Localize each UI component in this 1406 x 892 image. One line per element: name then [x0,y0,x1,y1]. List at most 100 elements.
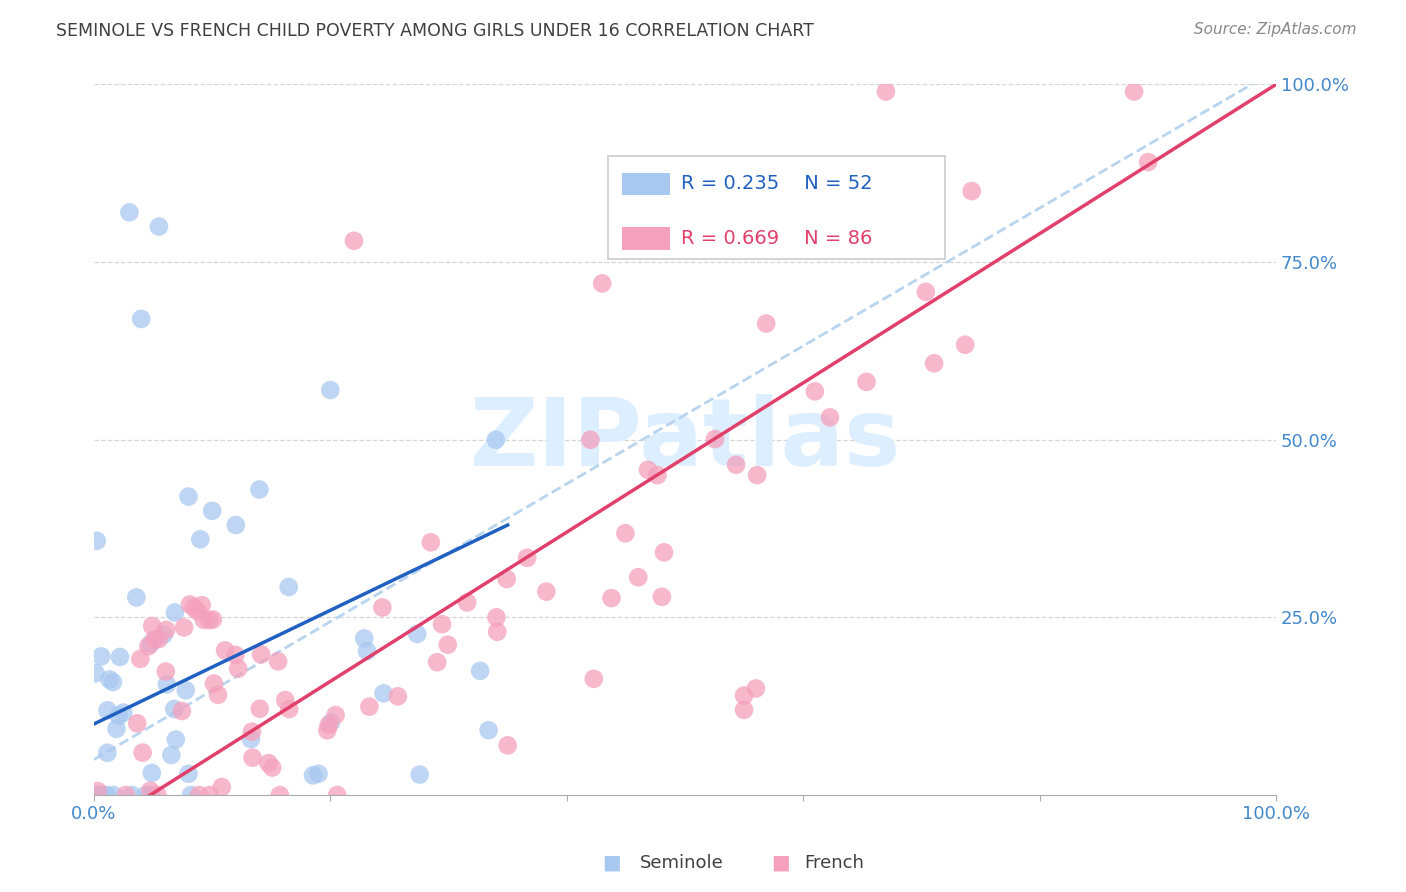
Point [240,732,263,747]
Point [187,604,209,618]
Point [152,628,174,642]
Point [198,788,221,802]
Point [478,723,501,738]
Point [86,784,108,798]
Point [86,533,108,548]
Text: French: French [804,855,865,872]
Text: ▪: ▪ [602,849,621,878]
Point [112,706,135,720]
Point [170,704,193,718]
Point [201,613,224,627]
Point [277,580,299,594]
Point [101,675,124,690]
Point [406,627,429,641]
Point [316,723,339,738]
Point [319,715,342,730]
Text: Source: ZipAtlas.com: Source: ZipAtlas.com [1194,22,1357,37]
Point [485,433,508,447]
Point [582,672,605,686]
Point [249,702,271,716]
Point [485,610,508,624]
Point [495,572,517,586]
Point [249,483,271,497]
Point [496,739,519,753]
Point [96,703,118,717]
Point [173,620,195,634]
Text: R = 0.669    N = 86: R = 0.669 N = 86 [682,229,873,248]
Point [108,649,131,664]
Point [953,337,976,351]
Point [198,613,221,627]
Point [148,219,170,234]
Point [652,545,675,559]
Point [108,708,131,723]
Point [207,688,229,702]
Point [579,433,602,447]
Point [745,681,768,696]
Point [733,689,755,703]
Point [224,648,246,662]
Point [267,654,290,668]
Point [139,783,162,797]
Point [121,788,143,802]
Point [202,676,225,690]
Point [131,746,153,760]
Point [201,504,224,518]
Point [90,788,112,802]
Point [250,648,273,662]
Point [257,756,280,771]
Point [193,613,215,627]
Point [240,724,263,739]
Point [278,702,301,716]
Point [647,468,669,483]
Point [214,643,236,657]
Point [163,702,186,716]
Point [373,686,395,700]
Point [96,746,118,760]
Point [755,317,778,331]
Point [733,703,755,717]
Text: ZIPatlas: ZIPatlas [470,393,901,486]
Point [188,788,211,802]
Point [359,699,381,714]
Point [160,747,183,762]
Point [156,677,179,691]
Point [308,766,330,780]
Point [84,666,107,681]
Point [302,768,325,782]
Point [96,788,118,802]
Point [103,788,125,802]
Point [343,234,366,248]
Point [591,277,613,291]
Point [1123,85,1146,99]
Point [139,788,162,802]
Point [138,640,160,654]
Point [143,632,166,647]
Point [274,693,297,707]
Point [855,375,877,389]
Point [516,550,538,565]
Point [725,458,748,472]
Text: Seminole: Seminole [640,855,724,872]
Point [226,662,249,676]
Point [190,598,212,612]
Point [84,788,107,802]
Point [922,356,945,370]
Point [127,716,149,731]
Point [148,632,170,647]
Point [98,673,121,687]
Point [211,780,233,794]
Point [188,533,211,547]
Point [269,788,291,802]
Point [419,535,441,549]
Point [180,788,202,802]
Point [960,184,983,198]
Point [356,644,378,658]
Point [426,655,449,669]
Point [177,766,200,780]
Point [430,617,453,632]
Point [651,590,673,604]
Point [627,570,650,584]
Point [470,664,492,678]
Point [456,595,478,609]
